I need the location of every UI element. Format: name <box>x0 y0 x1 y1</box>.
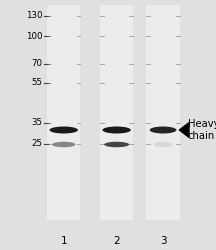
Ellipse shape <box>154 142 172 147</box>
Ellipse shape <box>49 126 78 134</box>
Text: 2: 2 <box>113 236 120 246</box>
Polygon shape <box>179 123 189 137</box>
Ellipse shape <box>52 142 75 147</box>
Text: chain: chain <box>188 131 215 141</box>
Ellipse shape <box>104 142 129 147</box>
Bar <box>146 5 180 220</box>
Text: 55: 55 <box>31 78 42 87</box>
Ellipse shape <box>102 126 131 134</box>
Text: 25: 25 <box>31 139 42 148</box>
Ellipse shape <box>150 126 176 134</box>
Text: 35: 35 <box>31 118 42 127</box>
Text: Heavy: Heavy <box>188 119 216 129</box>
Bar <box>100 5 133 220</box>
Text: 3: 3 <box>160 236 166 246</box>
Text: 100: 100 <box>26 32 42 41</box>
Text: 1: 1 <box>60 236 67 246</box>
Bar <box>47 5 80 220</box>
Text: 70: 70 <box>31 59 42 68</box>
Text: 130: 130 <box>26 11 42 20</box>
